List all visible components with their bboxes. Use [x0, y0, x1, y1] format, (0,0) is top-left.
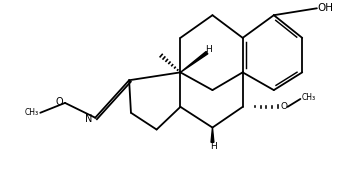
- Text: CH₃: CH₃: [25, 108, 39, 117]
- Text: H: H: [210, 142, 217, 151]
- Polygon shape: [180, 51, 208, 72]
- Polygon shape: [211, 128, 214, 142]
- Text: H: H: [205, 45, 212, 54]
- Text: N: N: [85, 114, 93, 124]
- Text: O: O: [56, 97, 63, 107]
- Text: O: O: [280, 102, 287, 111]
- Text: OH: OH: [318, 3, 334, 13]
- Text: CH₃: CH₃: [301, 94, 315, 102]
